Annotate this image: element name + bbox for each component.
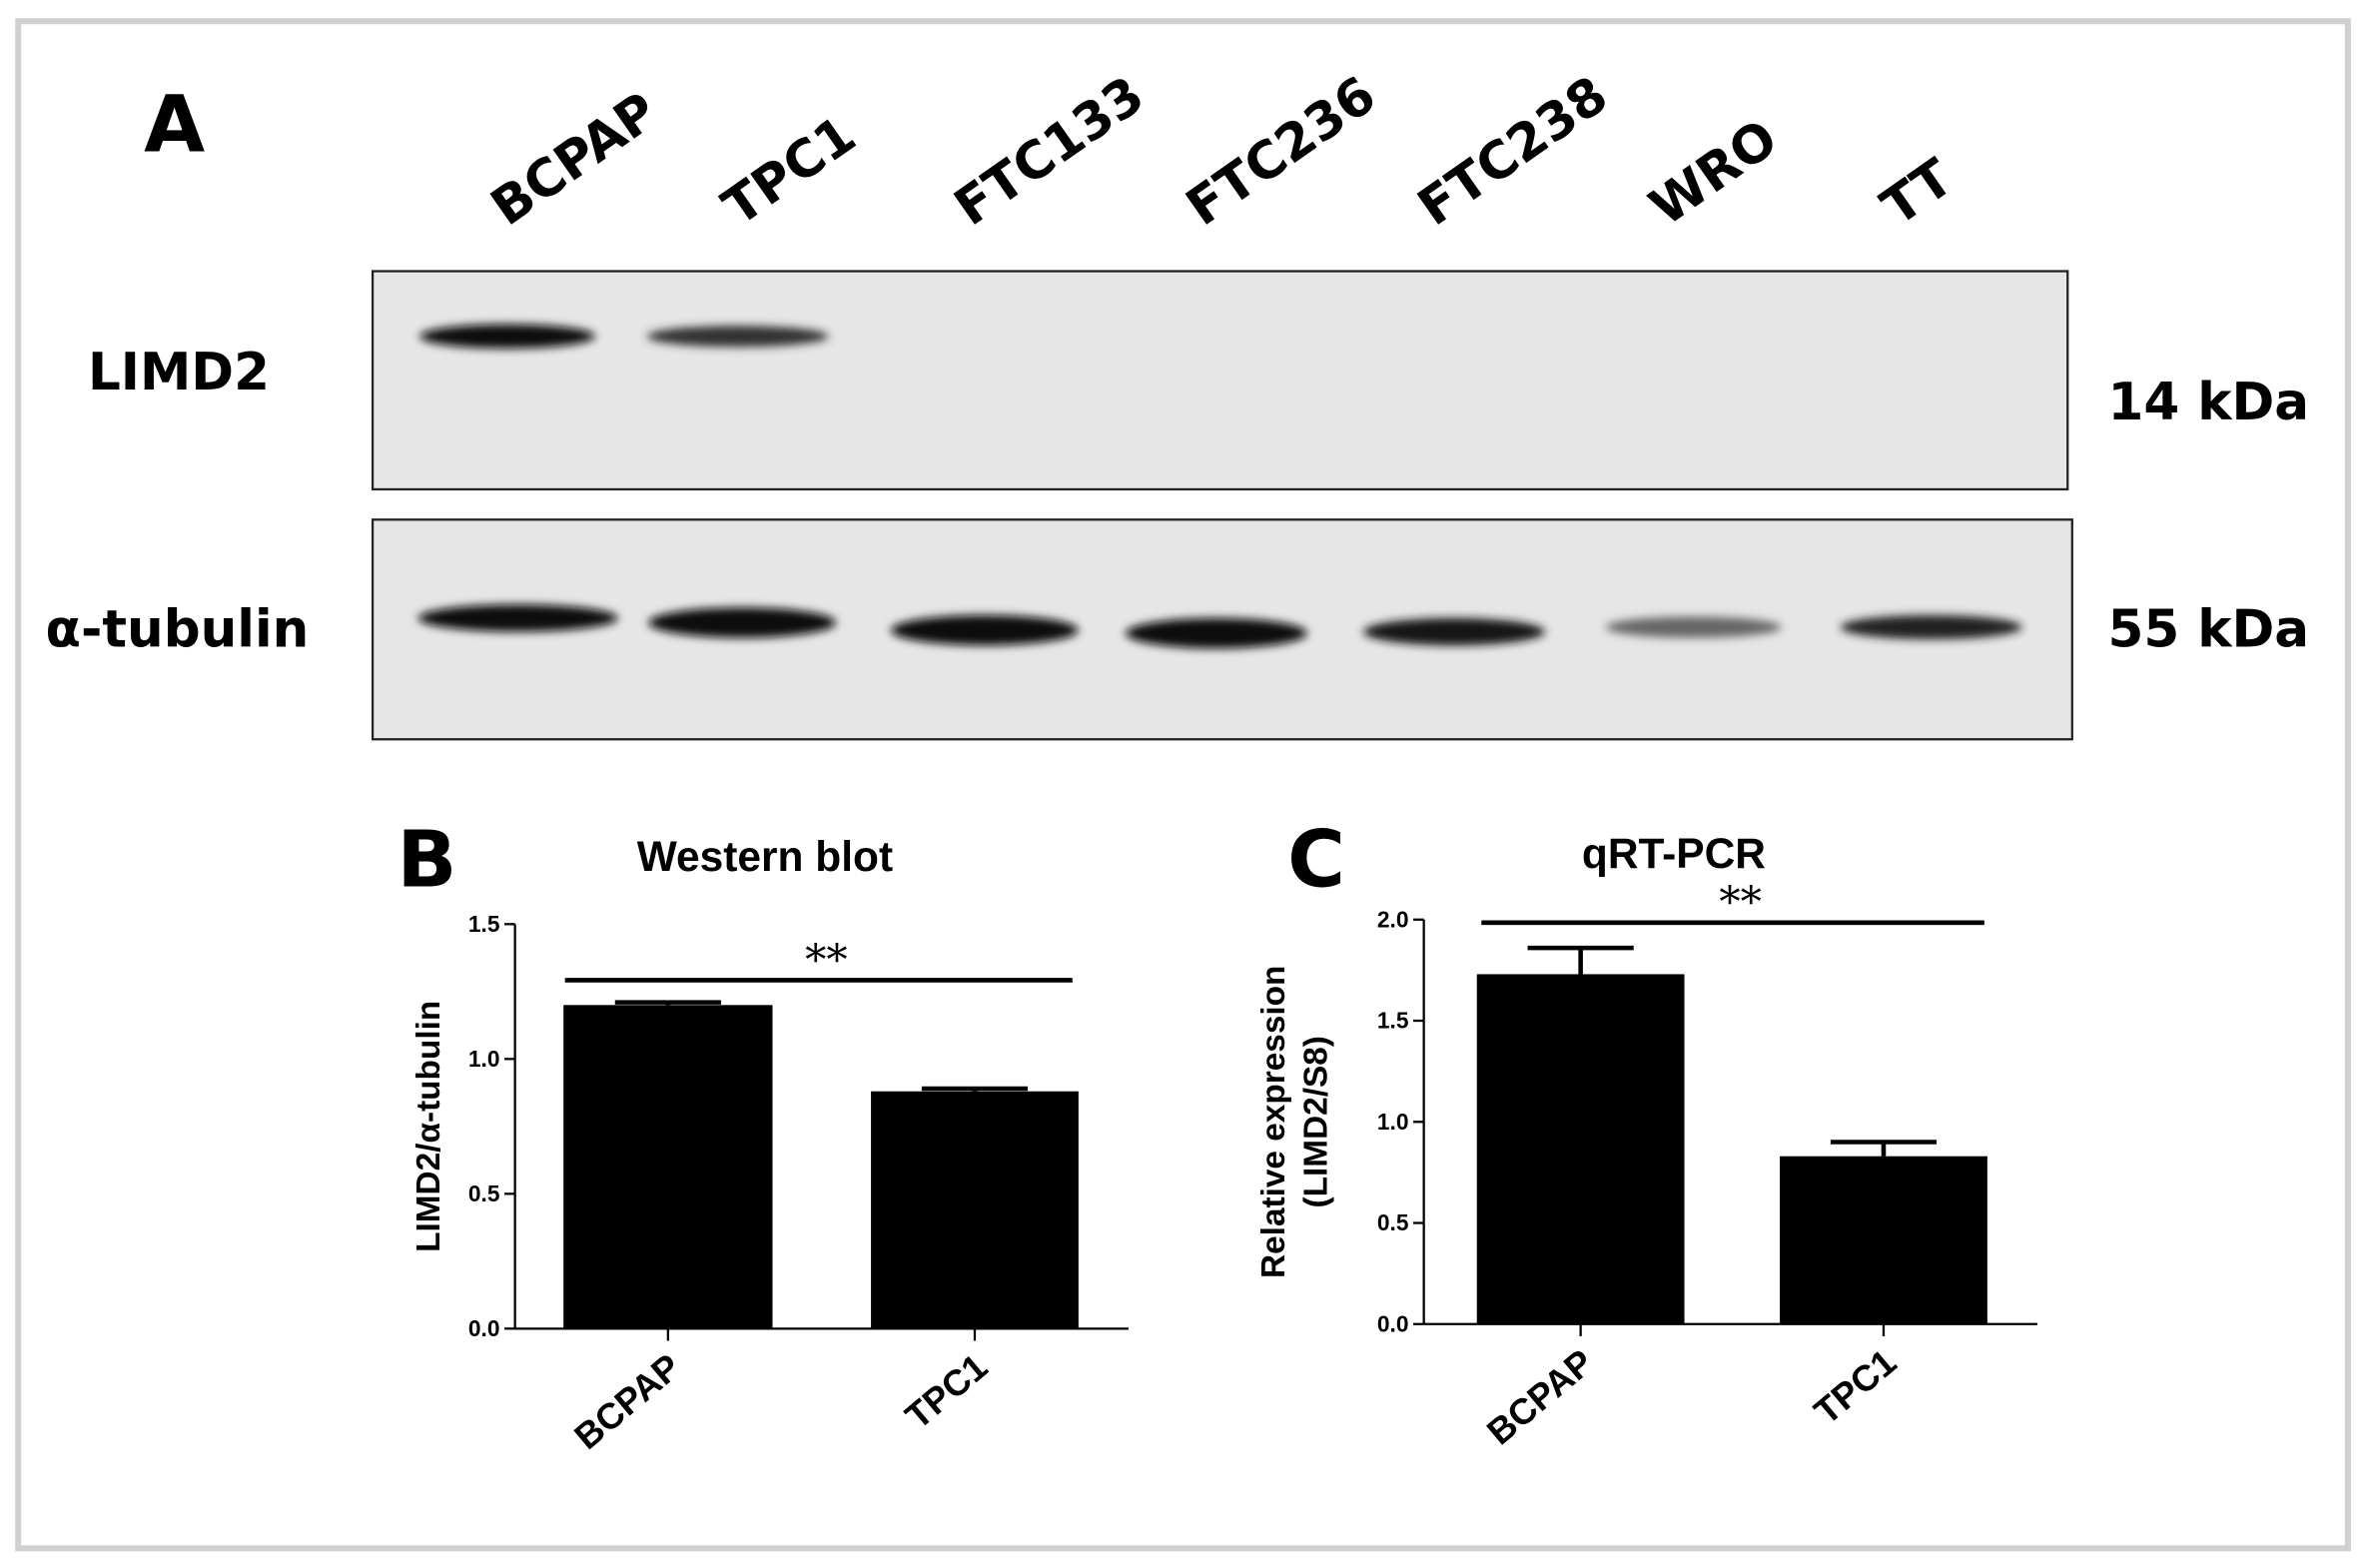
bar [871, 1091, 1079, 1329]
error-bar [1527, 945, 1634, 975]
frame [15, 18, 2351, 1552]
band [1840, 614, 2022, 640]
chart-title: qRT-PCR [1582, 830, 1766, 877]
bar [1780, 1156, 1987, 1324]
bar [1476, 974, 1685, 1324]
band [1125, 617, 1307, 649]
significance-label: ** [1719, 879, 1761, 928]
y-tick-label: 0.0 [468, 1315, 500, 1341]
band [1363, 617, 1545, 646]
band [646, 326, 829, 348]
y-tick-label: 0.5 [468, 1180, 500, 1206]
y-tick-label: 1.5 [468, 911, 500, 937]
significance-label: ** [805, 936, 847, 985]
bands [417, 324, 2022, 649]
y-axis-label: (LIMD2/S8) [1298, 1036, 1335, 1207]
row-label: α-tubulin [46, 600, 310, 660]
panel-letter: B [396, 813, 456, 905]
y-axis-label: LIMD2/α-tubulin [410, 1001, 447, 1252]
y-tick-label: 0.5 [1377, 1209, 1409, 1235]
band [417, 604, 618, 632]
error-bar [614, 1000, 721, 1006]
bar [563, 1005, 773, 1329]
panel-letter: A [144, 79, 205, 171]
size-label: 55 kDa [2108, 600, 2310, 660]
y-tick-label: 1.0 [468, 1046, 500, 1072]
y-tick-label: 2.0 [1377, 906, 1409, 932]
chart-title: Western blot [637, 833, 893, 880]
error-bar [921, 1086, 1029, 1092]
panel-letter: C [1287, 813, 1345, 905]
blot-membrane [371, 270, 2069, 491]
band [890, 614, 1079, 646]
size-label: 14 kDa [2108, 373, 2310, 432]
row-label: LIMD2 [88, 343, 270, 402]
band [648, 607, 837, 638]
y-tick-label: 1.0 [1377, 1109, 1409, 1135]
band [419, 324, 596, 349]
error-bar [1830, 1140, 1938, 1157]
y-tick-label: 0.0 [1377, 1310, 1409, 1336]
y-axis-label: Relative expression [1255, 966, 1292, 1278]
band [1605, 616, 1782, 638]
y-tick-label: 1.5 [1377, 1008, 1409, 1034]
